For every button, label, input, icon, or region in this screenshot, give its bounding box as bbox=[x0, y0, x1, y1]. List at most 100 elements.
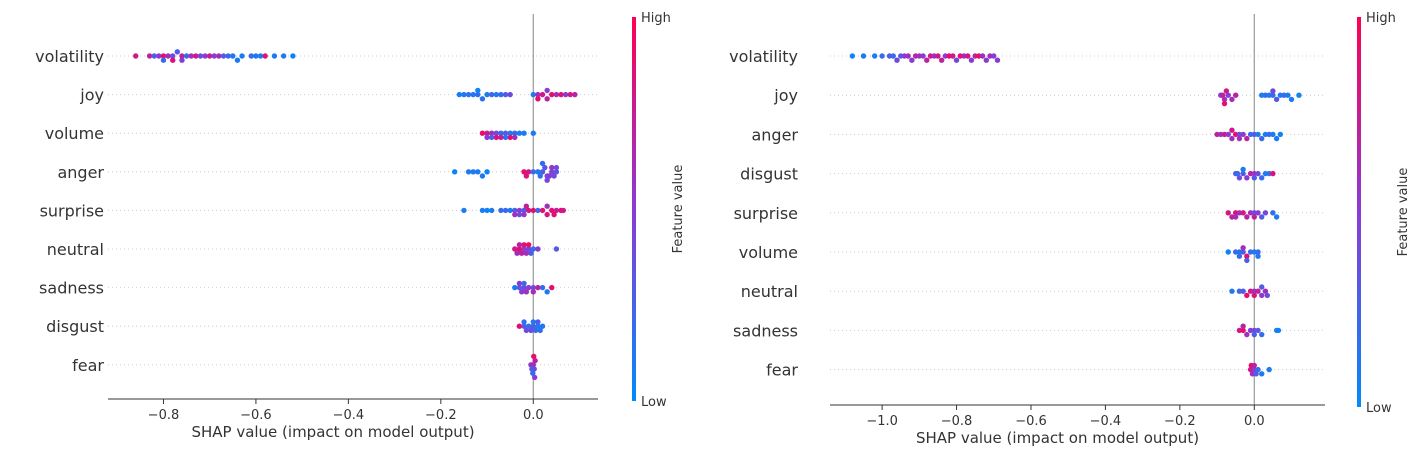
shap-point bbox=[519, 289, 525, 295]
shap-point bbox=[1244, 175, 1250, 181]
shap-point bbox=[521, 169, 527, 175]
shap-point bbox=[479, 207, 486, 214]
shap-point bbox=[553, 169, 560, 175]
shap-point bbox=[535, 96, 541, 102]
shap-point bbox=[516, 280, 523, 287]
shap-point bbox=[1266, 170, 1272, 177]
shap-point bbox=[1249, 371, 1256, 377]
shap-point bbox=[202, 53, 208, 59]
shap-point bbox=[544, 203, 550, 209]
shap-point bbox=[1288, 96, 1295, 103]
feature-label: sadness bbox=[39, 279, 104, 298]
shap-point bbox=[546, 173, 553, 179]
shap-point bbox=[553, 246, 560, 252]
shap-point bbox=[179, 53, 185, 59]
shap-point bbox=[991, 53, 997, 59]
shap-point bbox=[470, 91, 476, 98]
shap-point bbox=[551, 173, 557, 179]
shap-point bbox=[1264, 292, 1271, 299]
shap-point bbox=[239, 53, 245, 59]
shap-point bbox=[535, 246, 541, 252]
shap-point bbox=[530, 207, 536, 214]
shap-point bbox=[890, 53, 896, 59]
shap-point bbox=[512, 211, 518, 218]
shap-point bbox=[1273, 135, 1280, 142]
shap-point bbox=[512, 246, 518, 252]
shap-point bbox=[916, 53, 923, 59]
colorbar bbox=[632, 17, 636, 401]
shap-point bbox=[539, 207, 546, 214]
shap-point bbox=[549, 91, 555, 98]
shap-point bbox=[1251, 292, 1257, 299]
shap-point bbox=[484, 169, 490, 175]
shap-point bbox=[484, 91, 490, 98]
shap-point bbox=[521, 280, 527, 287]
shap-point bbox=[456, 91, 463, 98]
shap-point bbox=[531, 353, 537, 360]
shap-point bbox=[539, 160, 546, 167]
shap-point bbox=[151, 53, 157, 59]
shap-point bbox=[488, 134, 495, 141]
shap-point bbox=[549, 169, 555, 175]
shap-point bbox=[530, 370, 536, 376]
shap-point bbox=[961, 53, 967, 59]
shap-point bbox=[558, 91, 564, 98]
shap-point bbox=[523, 173, 530, 179]
shap-point bbox=[519, 250, 525, 256]
shap-point bbox=[488, 91, 495, 98]
shap-point bbox=[542, 164, 548, 171]
shap-point bbox=[1259, 371, 1265, 377]
shap-point bbox=[1229, 214, 1235, 220]
shap-point bbox=[549, 164, 555, 171]
feature-label: anger bbox=[751, 125, 798, 144]
shap-point bbox=[539, 91, 546, 98]
shap-point bbox=[1262, 210, 1269, 216]
shap-point bbox=[170, 53, 176, 59]
shap-point bbox=[935, 53, 941, 59]
shap-point bbox=[465, 91, 472, 98]
shap-point bbox=[1296, 92, 1302, 98]
shap-point bbox=[1247, 131, 1254, 138]
shap-point bbox=[953, 57, 960, 63]
shap-point bbox=[1229, 127, 1235, 133]
shap-point bbox=[1251, 366, 1257, 373]
shap-point bbox=[1259, 135, 1265, 142]
shap-point bbox=[451, 169, 458, 175]
shap-point bbox=[1275, 327, 1282, 334]
feature-label: surprise bbox=[40, 201, 104, 220]
shap-point bbox=[927, 53, 934, 59]
shap-point bbox=[1236, 327, 1243, 334]
shap-point bbox=[512, 207, 518, 214]
shap-point bbox=[553, 91, 560, 98]
shap-point bbox=[1277, 92, 1284, 98]
shap-point bbox=[1229, 96, 1235, 103]
shap-point bbox=[950, 53, 956, 59]
shap-point bbox=[1240, 131, 1246, 138]
x-axis-label: SHAP value (impact on model output) bbox=[191, 423, 474, 441]
shap-point bbox=[1251, 131, 1257, 138]
feature-label: neutral bbox=[741, 282, 798, 301]
colorbar-high-label: High bbox=[1366, 11, 1396, 26]
shap-point bbox=[1255, 210, 1261, 216]
shap-point bbox=[535, 91, 541, 98]
shap-point bbox=[1255, 366, 1261, 373]
shap-point bbox=[1232, 92, 1239, 98]
shap-point bbox=[1277, 131, 1284, 138]
shap-point bbox=[475, 91, 481, 98]
shap-point bbox=[946, 53, 952, 59]
shap-point bbox=[530, 169, 536, 175]
shap-point bbox=[475, 87, 481, 94]
shap-point bbox=[262, 53, 268, 59]
shap-point bbox=[193, 53, 199, 59]
shap-point bbox=[479, 173, 486, 179]
shap-point bbox=[535, 323, 541, 329]
shap-point bbox=[537, 327, 543, 334]
shap-point bbox=[525, 323, 532, 329]
x-tick-label: −0.4 bbox=[333, 408, 365, 423]
shap-point bbox=[1221, 96, 1228, 103]
shap-point bbox=[516, 284, 523, 291]
shap-point bbox=[1236, 288, 1243, 294]
shap-point bbox=[146, 53, 153, 59]
shap-point bbox=[1247, 170, 1254, 177]
colorbar-high-label: High bbox=[641, 11, 671, 26]
